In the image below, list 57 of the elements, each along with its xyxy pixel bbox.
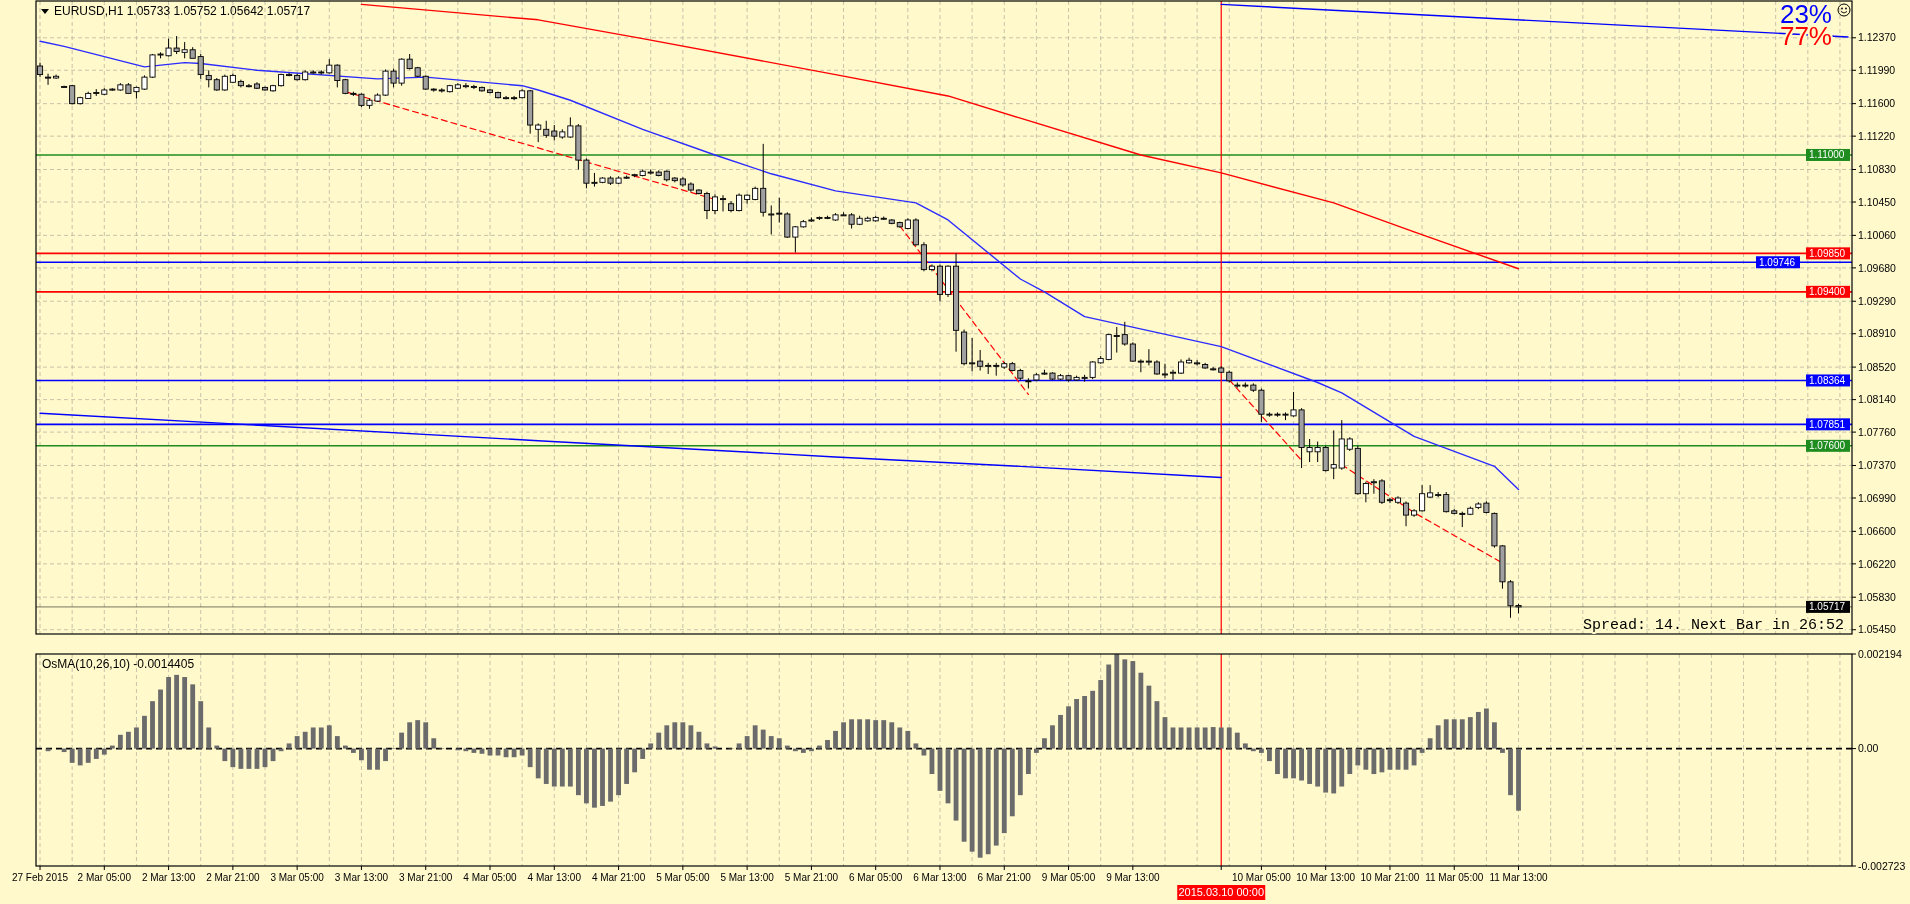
x-tick-label: 6 Mar 13:00 [913,872,968,883]
y-tick-label: 1.08520 [1858,360,1897,373]
ref-line-label: 1.09850 [1809,247,1846,259]
y-tick-label: 1.05450 [1858,623,1897,636]
x-tick-label: 2 Mar 13:00 [141,872,196,883]
x-tick-label: 5 Mar 21:00 [784,872,839,883]
x-tick-label: 4 Mar 21:00 [591,872,646,883]
annotation: Spread: 14. Next Bar in 26:52 [1582,617,1844,634]
y-tick-label: 1.11220 [1858,129,1896,142]
x-tick-label: 10 Mar 05:00 [1231,872,1292,883]
y-tick-label: 1.05830 [1858,590,1897,603]
ref-line-label: 1.07600 [1809,440,1846,452]
y-tick-label: 1.06990 [1858,491,1897,504]
x-tick-label: 11 Mar 13:00 [1489,872,1549,883]
x-tick-label: 9 Mar 05:00 [1041,872,1096,883]
x-tick-label: 4 Mar 05:00 [463,872,518,883]
ref-line-label: 1.07851 [1809,418,1846,430]
ref-line-label: 1.08364 [1809,374,1846,386]
ref-line-label: 1.11000 [1809,149,1845,161]
x-tick-label: 5 Mar 05:00 [656,872,710,883]
y-tick-label: 1.10450 [1858,195,1897,208]
x-tick-label: 5 Mar 13:00 [720,872,775,883]
y-tick-label: 1.06600 [1858,525,1897,538]
x-tick-label: 11 Mar 05:00 [1425,872,1484,883]
x-tick-label: 10 Mar 13:00 [1296,872,1356,883]
x-tick-label: 2 Mar 05:00 [77,872,132,883]
ref-line-label: 1.05717 [1809,601,1846,613]
x-tick-label: 10 Mar 21:00 [1360,872,1420,883]
chart-title: EURUSD,H1 1.05733 1.05752 1.05642 1.05717 [54,4,311,18]
y-tick-label: 1.08910 [1858,327,1897,340]
y-tick-label: 1.10830 [1858,163,1897,176]
y-tick-label: 0.00 [1858,742,1879,755]
x-tick-label: 3 Mar 13:00 [334,872,389,883]
x-tick-label: 3 Mar 21:00 [399,872,453,883]
y-tick-label: 1.11600 [1858,97,1896,110]
y-tick-label: 1.11990 [1858,63,1896,76]
y-tick-label: 1.09680 [1858,261,1897,274]
y-tick-label: -0.002723 [1858,859,1906,872]
y-tick-label: 1.06220 [1858,557,1897,570]
y-tick-label: 1.07370 [1858,459,1897,472]
x-tick-label: 2015.03.10 00:00 [1178,886,1265,898]
x-tick-label: 3 Mar 05:00 [270,872,325,883]
x-tick-label: 4 Mar 13:00 [527,872,582,883]
ref-line-label: 1.09400 [1809,286,1846,298]
y-tick-label: 1.07760 [1858,425,1897,438]
x-tick-label: 6 Mar 05:00 [849,872,903,883]
y-tick-label: 1.10060 [1858,229,1897,242]
y-tick-label: 1.12370 [1858,31,1897,44]
chart-title: OsMA(10,26,10) -0.0014405 [42,657,195,671]
y-tick-label: 0.002194 [1858,647,1902,660]
y-tick-label: 1.08140 [1858,393,1897,406]
x-tick-label: 9 Mar 13:00 [1106,872,1160,883]
y-tick-label: 1.09290 [1858,294,1897,307]
x-tick-label: 6 Mar 21:00 [977,872,1032,883]
x-tick-label: 27 Feb 2015 [11,872,69,883]
x-tick-label: 2 Mar 21:00 [206,872,260,883]
ref-line-label: 1.09746 [1759,256,1796,268]
